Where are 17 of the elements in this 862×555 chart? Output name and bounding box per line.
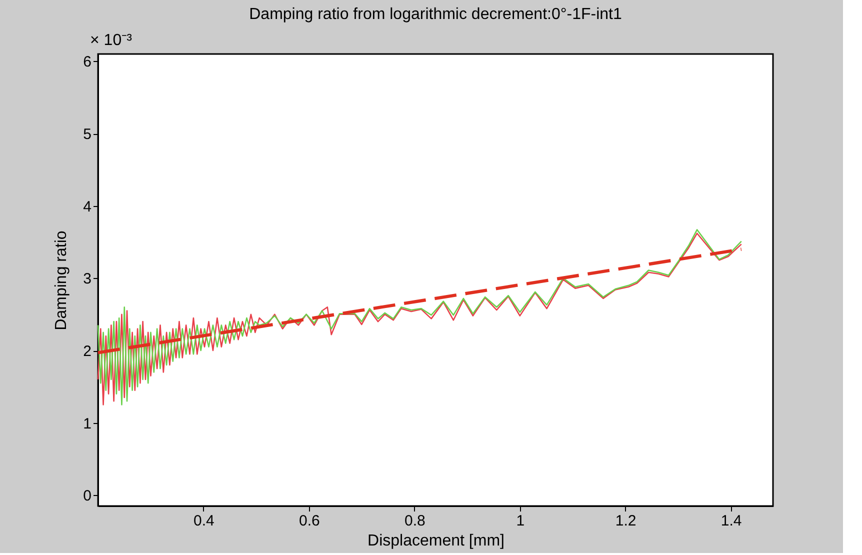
x-tick-label: 0.6 (299, 512, 320, 530)
y-axis-title: Damping ratio (53, 230, 70, 330)
y-tick-label: 0 (83, 488, 92, 505)
x-tick-label: 1.4 (720, 512, 742, 530)
y-tick-label: 1 (83, 415, 92, 432)
chart-title: Damping ratio from logarithmic decrement:0°-1F-int1 (249, 6, 622, 23)
x-axis-title: Displacement [mm] (368, 532, 504, 550)
x-tick-label: 0.8 (404, 512, 426, 530)
text: × 10⁻³ (90, 32, 133, 49)
y-tick-label: 3 (83, 270, 92, 288)
y-tick-label: 2 (83, 343, 92, 360)
x-tick-label: 1 (516, 512, 525, 530)
y-tick-label: 4 (83, 198, 92, 216)
x-tick-label: 1.2 (615, 512, 636, 530)
y-tick-label: 6 (83, 54, 92, 71)
y-tick-label: 5 (83, 126, 92, 144)
x-tick-label: 0.4 (194, 512, 214, 530)
